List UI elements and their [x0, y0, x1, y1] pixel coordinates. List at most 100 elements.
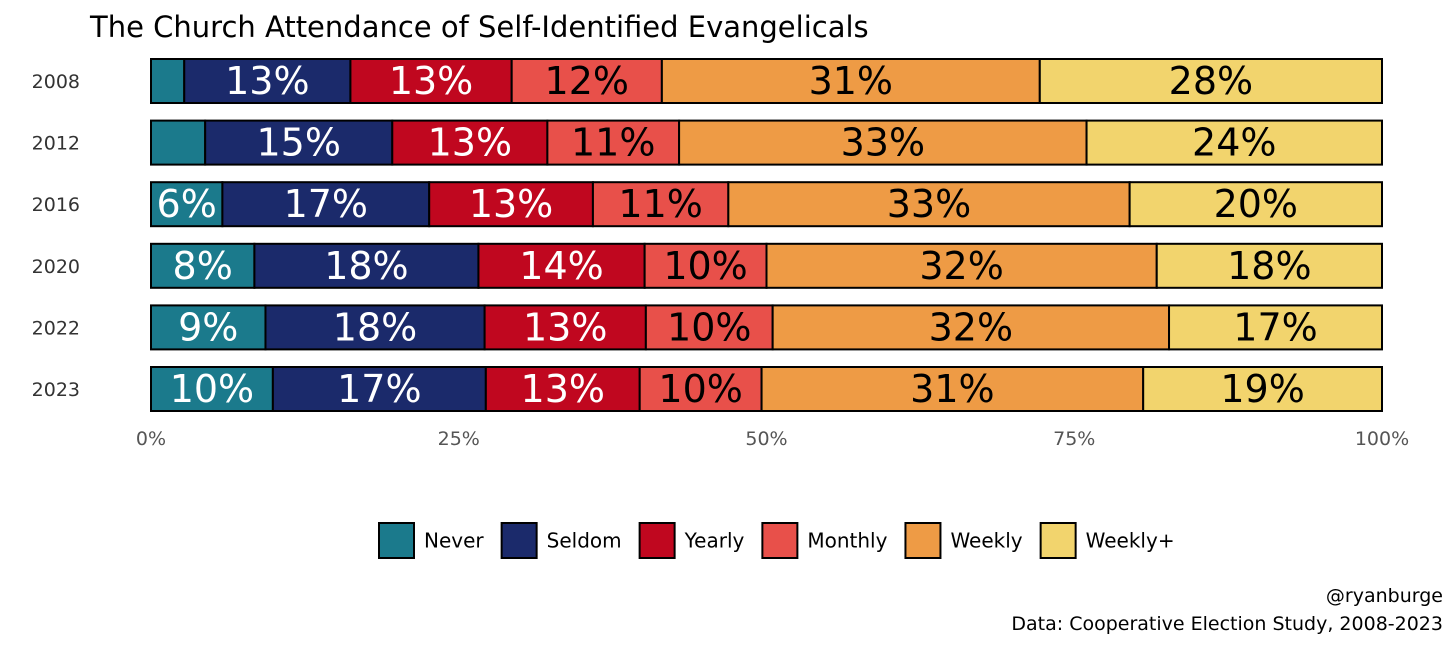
bar-segment-yearly-2020 [477, 242, 646, 289]
y-tick-label-2020: 2020 [32, 256, 80, 278]
data-label-monthly-2022: 10% [667, 305, 751, 349]
data-label-never-2022: 9% [178, 305, 238, 349]
bars-group: 13% 13% 12% 31% 28% 15% 13% 11% 33% 24% 6% 17% 13% 11… [150, 58, 1384, 412]
legend-swatch-weekly [904, 522, 942, 559]
legend-label-weekly: Weekly [950, 529, 1022, 553]
bar-row-2012: 15% 13% 11% 33% 24% [150, 119, 1384, 166]
legend-label-monthly: Monthly [807, 529, 887, 553]
bar-segment-weekly-2020 [1155, 242, 1384, 289]
legend-swatch-never [378, 522, 415, 559]
chart-title: The Church Attendance of Self-Identified… [89, 10, 869, 44]
bar-segment-never-2023 [150, 366, 274, 412]
legend-item-seldom: Seldom [500, 522, 622, 559]
bar-segment-monthly-2012 [546, 119, 681, 166]
bar-segment-never-2022 [150, 304, 267, 351]
legend-swatch-monthly [761, 522, 799, 559]
legend-swatch-yearly [638, 522, 676, 559]
legend-item-monthly: Monthly [761, 522, 888, 559]
bar-segment-yearly-2016 [428, 181, 594, 228]
data-label-yearly-2016: 13% [469, 182, 553, 226]
bar-segment-weekly-2016 [1128, 181, 1384, 228]
credit-handle: @ryanburge [1326, 585, 1443, 607]
bar-segment-monthly-2008 [510, 58, 663, 104]
bar-segment-weekly-2022 [1168, 304, 1383, 351]
data-label-never-2016: 6% [157, 182, 217, 226]
data-label-weekly-2012: 24% [1192, 121, 1276, 165]
data-label-yearly-2023: 13% [521, 367, 605, 411]
y-tick-label-2012: 2012 [32, 133, 80, 155]
data-label-never-2023: 10% [170, 367, 254, 411]
legend-swatch-seldom [500, 522, 538, 559]
data-label-weekly-2023: 31% [910, 367, 994, 411]
y-tick-label-2023: 2023 [32, 379, 80, 401]
bar-segment-yearly-2008 [349, 58, 513, 104]
year-labels-group: 2008 2012 2016 2020 2022 2023 [32, 71, 80, 401]
legend: Never Seldom Yearly Monthly Weekly Weekly+ [378, 522, 1175, 559]
bar-row-2020: 8% 18% 14% 10% 32% 18% [150, 242, 1384, 289]
bar-segment-monthly-2020 [643, 242, 768, 289]
data-label-monthly-2016: 11% [618, 182, 702, 226]
data-label-monthly-2023: 10% [658, 367, 742, 411]
y-tick-label-2016: 2016 [32, 194, 80, 216]
bar-segment-weekly-2008 [1038, 58, 1383, 104]
legend-item-weekly: Weekly+ [1039, 522, 1175, 559]
data-label-weekly-2020: 18% [1227, 244, 1311, 288]
bar-segment-never-2012 [150, 119, 207, 166]
x-tick-label-0pct: 0% [136, 428, 166, 450]
credit-source: Data: Cooperative Election Study, 2008-2… [1011, 613, 1443, 635]
bar-segment-never-2008 [150, 58, 186, 104]
legend-label-yearly: Yearly [684, 529, 745, 553]
bar-segment-yearly-2022 [483, 304, 647, 351]
data-label-seldom-2008: 13% [225, 59, 309, 103]
legend-item-yearly: Yearly [638, 522, 745, 559]
data-label-seldom-2022: 18% [333, 305, 417, 349]
bar-row-2008: 13% 13% 12% 31% 28% [150, 58, 1383, 104]
data-label-seldom-2016: 17% [284, 182, 368, 226]
data-label-weekly-2016: 33% [887, 182, 971, 226]
x-tick-label-50pct: 50% [745, 428, 787, 450]
bar-segment-never-2020 [150, 242, 256, 289]
data-label-monthly-2020: 10% [663, 244, 747, 288]
data-label-weekly-2016: 20% [1214, 182, 1298, 226]
data-label-yearly-2020: 14% [519, 244, 603, 288]
bar-segment-seldom-2020 [253, 242, 480, 289]
bar-segment-seldom-2012 [204, 119, 394, 166]
bar-segment-yearly-2012 [391, 119, 549, 166]
bar-segment-yearly-2023 [484, 366, 641, 412]
data-label-weekly-2023: 19% [1220, 367, 1304, 411]
data-label-yearly-2012: 13% [428, 121, 512, 165]
data-label-never-2020: 8% [173, 244, 233, 288]
data-label-yearly-2022: 13% [523, 305, 607, 349]
x-axis-ticks: 0% 25% 50% 75% 100% [136, 428, 1409, 450]
x-tick-label-100pct: 100% [1355, 428, 1409, 450]
x-tick-label-25pct: 25% [438, 428, 480, 450]
data-label-monthly-2008: 12% [545, 59, 629, 103]
bar-segment-seldom-2016 [221, 181, 431, 228]
data-label-weekly-2008: 28% [1169, 59, 1253, 103]
legend-label-weekly: Weekly+ [1086, 529, 1175, 553]
data-label-weekly-2020: 32% [919, 244, 1003, 288]
bar-row-2022: 9% 18% 13% 10% 32% 17% [150, 304, 1383, 351]
bar-segment-weekly-2012 [1085, 119, 1384, 166]
bar-row-2016: 6% 17% 13% 11% 33% 20% [150, 181, 1384, 228]
bar-row-2023: 10% 17% 13% 10% 31% 19% [150, 366, 1384, 412]
data-label-seldom-2012: 15% [256, 121, 340, 165]
data-label-seldom-2020: 18% [324, 244, 408, 288]
x-tick-label-75pct: 75% [1053, 428, 1095, 450]
bar-segment-weekly-2012 [678, 119, 1088, 166]
data-label-weekly-2022: 17% [1233, 305, 1317, 349]
data-label-weekly-2008: 31% [809, 59, 893, 103]
data-label-weekly-2022: 32% [929, 305, 1013, 349]
legend-item-weekly: Weekly [904, 522, 1023, 559]
bar-segment-monthly-2016 [591, 181, 730, 228]
bar-segment-weekly-2023 [1142, 366, 1384, 412]
legend-label-seldom: Seldom [547, 529, 622, 553]
data-label-weekly-2012: 33% [841, 121, 925, 165]
y-tick-label-2008: 2008 [32, 71, 80, 93]
y-tick-label-2022: 2022 [32, 317, 80, 339]
legend-swatch-weekly [1039, 522, 1077, 559]
bar-segment-seldom-2008 [183, 58, 352, 104]
legend-label-never: Never [424, 529, 484, 553]
data-label-monthly-2012: 11% [571, 121, 655, 165]
